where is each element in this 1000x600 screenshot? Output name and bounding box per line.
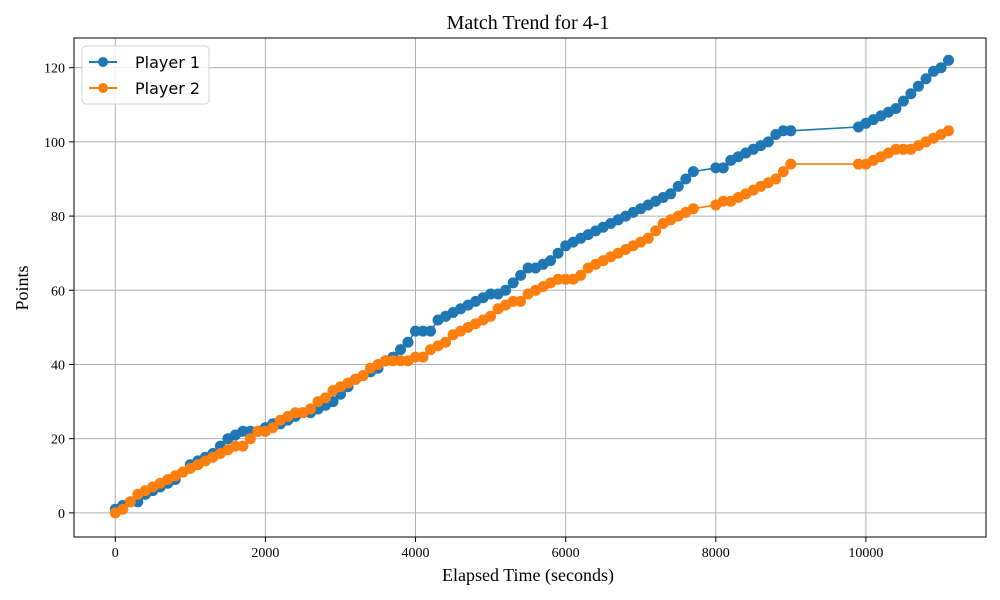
legend-label-player-1: Player 1 [135, 53, 200, 72]
series-line-player-2 [114, 130, 949, 514]
data-point-player-1 [912, 80, 924, 92]
data-point-player-1 [545, 255, 557, 267]
legend-marker-player-2 [98, 83, 108, 93]
data-point-player-2 [304, 403, 316, 415]
data-point-player-1 [943, 54, 954, 66]
y-tick-label: 120 [44, 62, 65, 77]
data-point-player-1 [665, 188, 677, 200]
data-point-player-2 [575, 269, 587, 281]
ticks: 0 2000 4000 6000 8000 10000 0 20 40 60 80 100 120 [44, 62, 883, 561]
data-point-player-2 [515, 295, 527, 307]
data-point-player-2 [417, 351, 429, 363]
data-point-player-2 [943, 125, 954, 137]
y-tick-label: 40 [51, 358, 65, 373]
legend-box [81, 45, 210, 105]
data-point-player-1 [680, 173, 692, 185]
y-tick-label: 0 [58, 507, 65, 522]
data-point-player-1 [687, 166, 699, 178]
data-point-player-1 [785, 125, 797, 137]
x-tick-label: 8000 [702, 546, 730, 561]
series-area [109, 54, 954, 519]
data-point-player-2 [785, 158, 797, 170]
data-point-player-1 [890, 103, 902, 114]
data-point-player-2 [777, 166, 789, 178]
data-point-player-2 [440, 336, 452, 348]
data-point-player-1 [717, 162, 729, 174]
data-point-player-1 [402, 336, 414, 348]
data-point-player-1 [500, 284, 512, 296]
data-point-player-2 [244, 433, 256, 445]
data-point-player-2 [687, 203, 699, 215]
plot-frame [73, 37, 987, 538]
x-tick-label: 4000 [402, 546, 430, 561]
data-point-player-1 [935, 62, 947, 74]
y-axis-label: Points [12, 265, 32, 310]
data-point-player-2 [237, 440, 249, 452]
x-tick-label: 0 [112, 546, 119, 561]
y-tick-label: 100 [44, 136, 65, 151]
x-tick-label: 10000 [848, 546, 883, 561]
data-point-player-1 [425, 325, 436, 337]
data-point-player-1 [920, 73, 932, 85]
legend-label-player-2: Player 2 [135, 79, 200, 98]
y-tick-label: 60 [51, 284, 65, 299]
chart-title: Match Trend for 4-1 [447, 12, 610, 34]
legend-marker-player-1 [98, 57, 108, 67]
data-point-player-1 [395, 344, 406, 356]
data-point-player-1 [507, 277, 519, 289]
x-tick-label: 6000 [552, 546, 580, 561]
data-point-player-2 [485, 310, 497, 322]
data-point-player-1 [905, 88, 917, 100]
legend-entry-player-2: Player 2 [89, 79, 200, 98]
data-point-player-1 [762, 136, 774, 148]
data-point-player-2 [642, 232, 654, 244]
data-point-player-1 [672, 180, 684, 192]
data-point-player-2 [124, 496, 136, 508]
data-point-player-2 [770, 173, 782, 185]
legend-entry-player-1: Player 1 [89, 53, 200, 72]
data-point-player-2 [117, 503, 129, 515]
data-point-player-2 [650, 225, 662, 237]
legend: Player 1 Player 2 [81, 45, 210, 105]
series-player-2 [109, 125, 954, 519]
data-point-player-2 [552, 273, 564, 285]
y-tick-label: 20 [51, 433, 65, 448]
data-point-player-2 [267, 422, 279, 434]
data-point-player-2 [320, 392, 331, 404]
y-tick-label: 80 [51, 210, 65, 225]
data-point-player-1 [897, 95, 909, 107]
data-point-player-2 [357, 370, 369, 382]
x-axis-label: Elapsed Time (seconds) [442, 565, 614, 586]
data-point-player-1 [552, 247, 564, 259]
x-tick-label: 2000 [251, 546, 279, 561]
data-point-player-1 [515, 269, 527, 281]
